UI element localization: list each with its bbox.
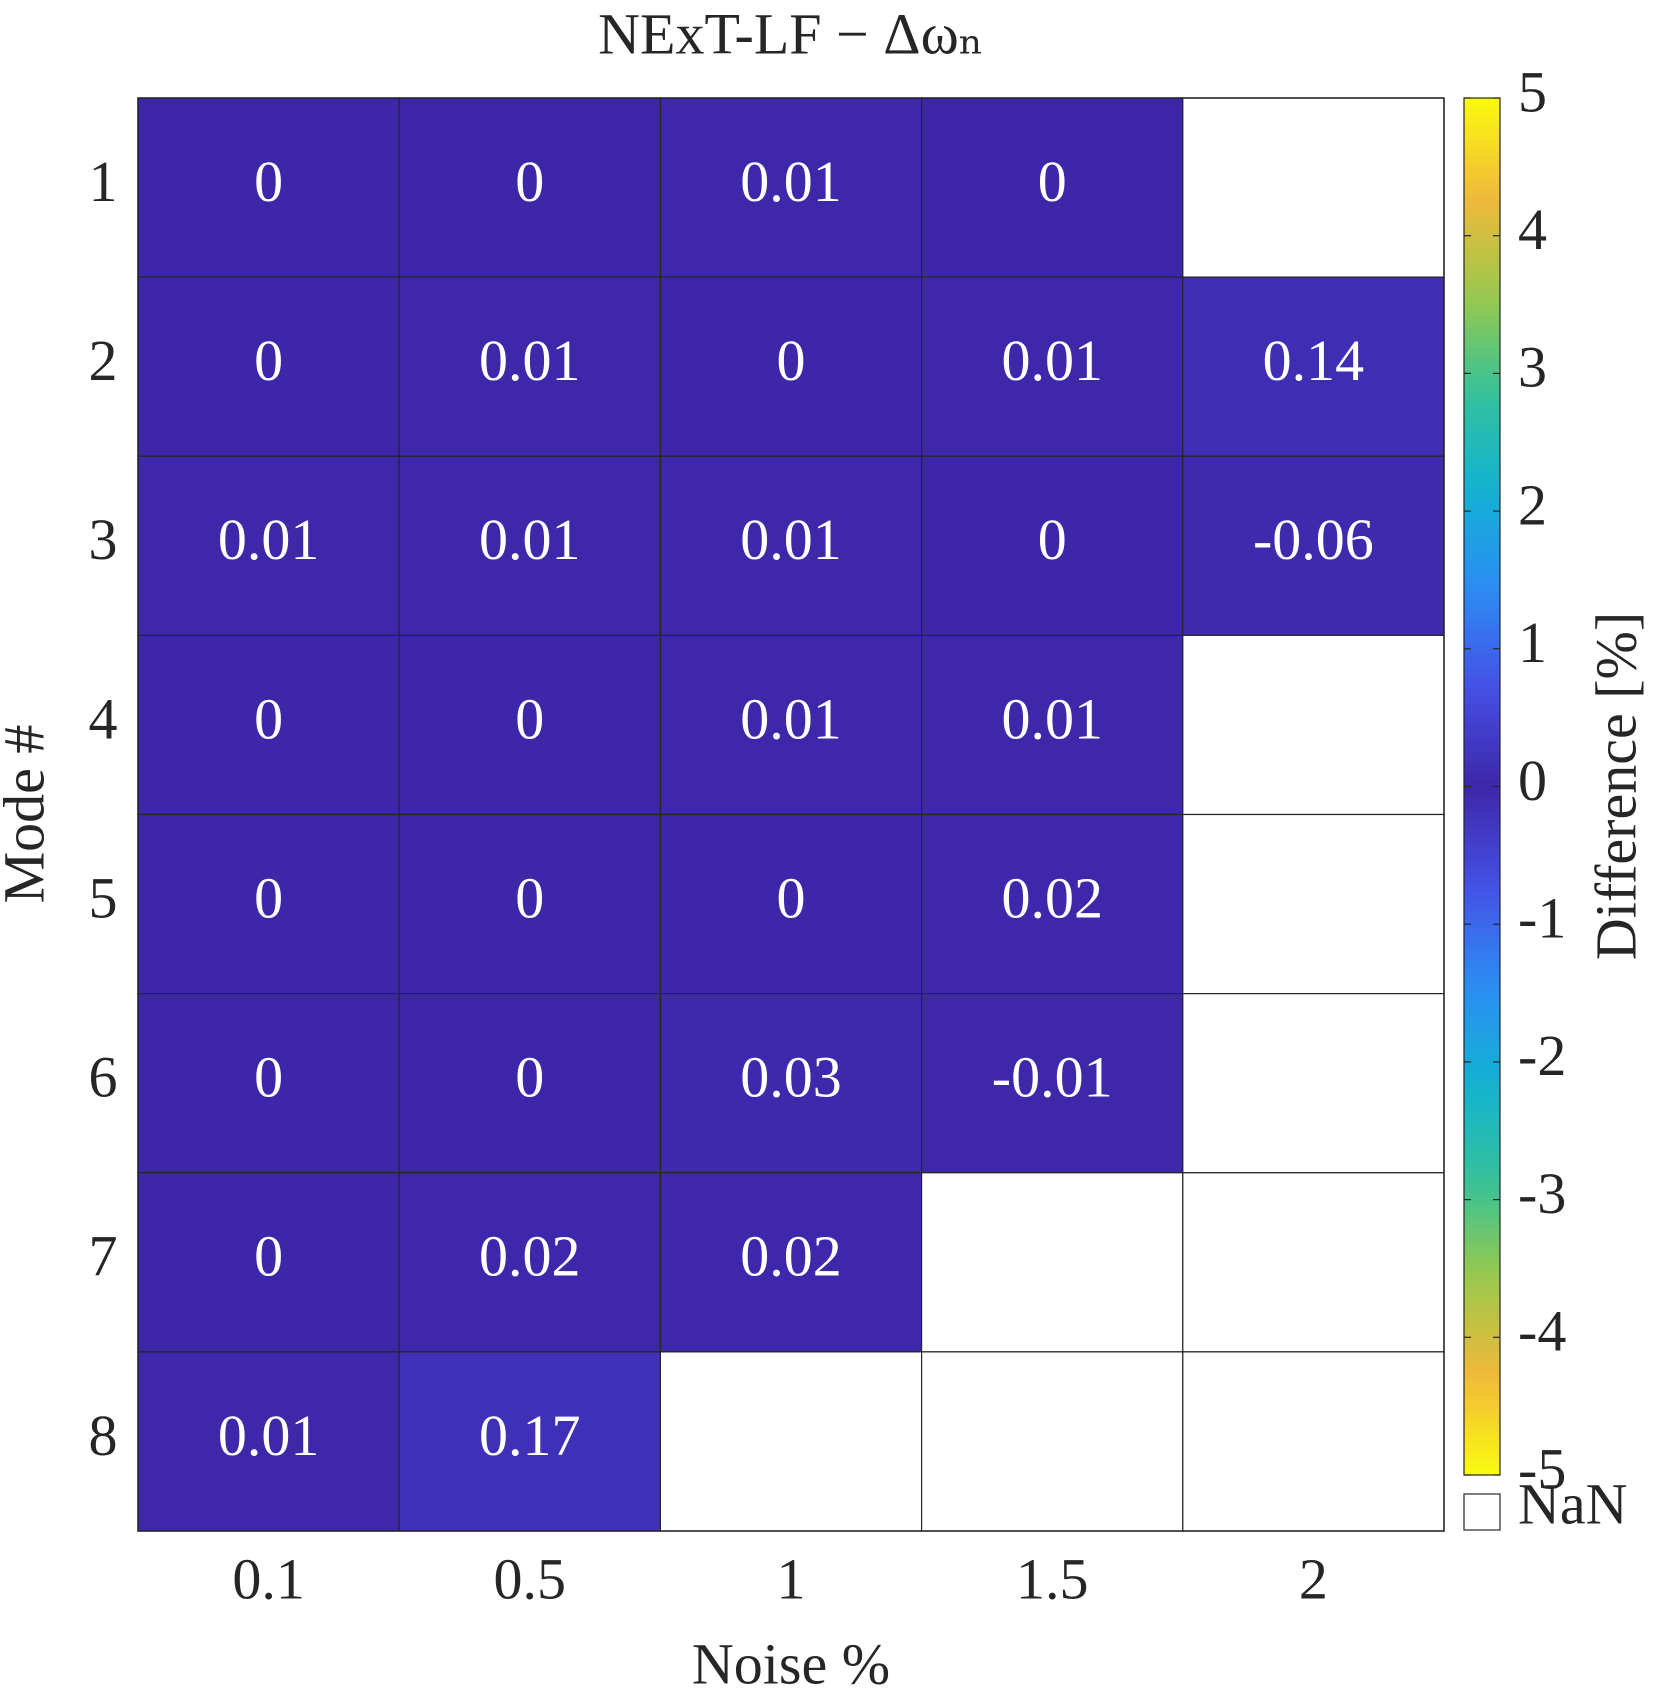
cell-label: 0 <box>777 328 806 393</box>
colorbar-tick-label: -5 <box>1518 1436 1566 1501</box>
cell-label: 0 <box>254 149 283 214</box>
colorbar-tick-label: -3 <box>1518 1161 1566 1226</box>
colorbar-tick-label: 1 <box>1518 610 1547 675</box>
cell-label: 0 <box>254 686 283 751</box>
heatmap-cell <box>137 634 400 816</box>
heatmap-cell <box>398 276 662 457</box>
chart-title: NExT-LF − Δωₙ <box>598 1 984 66</box>
heatmap-cell <box>1182 1351 1445 1532</box>
colorbar-label: Difference [%] <box>1583 612 1648 960</box>
nan-swatch <box>1463 1493 1501 1531</box>
plot-frame <box>137 97 1445 1532</box>
y-tick-label: 6 <box>89 1045 118 1110</box>
colorbar-tick-label: 0 <box>1518 748 1547 813</box>
y-tick-label: 4 <box>89 686 118 751</box>
heatmap-cell <box>137 993 400 1174</box>
heatmap-cell <box>659 455 923 636</box>
heatmap-cell <box>920 813 1184 995</box>
y-tick-label: 3 <box>89 507 118 572</box>
y-tick-label: 2 <box>89 328 118 393</box>
heatmap-cell <box>659 276 923 457</box>
cell-label: 0 <box>254 1224 283 1289</box>
cell-label: -0.01 <box>992 1045 1113 1110</box>
heatmap-cell <box>659 1351 923 1532</box>
x-tick-label: 1.5 <box>1016 1546 1089 1611</box>
heatmap-cell <box>920 455 1184 636</box>
heatmap-cell <box>1182 1172 1445 1353</box>
x-axis-label: Noise % <box>692 1631 890 1696</box>
cell-label: 0 <box>1038 149 1067 214</box>
cell-label: 0 <box>1038 507 1067 572</box>
heatmap-cell <box>137 97 400 278</box>
heatmap-cell <box>920 634 1184 816</box>
x-tick-label: 0.1 <box>232 1546 305 1611</box>
cell-label: 0.01 <box>740 507 842 572</box>
cell-label: 0 <box>254 865 283 930</box>
heatmap-cell <box>659 993 923 1174</box>
y-tick-label: 1 <box>89 149 118 214</box>
heatmap-cell <box>659 1172 923 1353</box>
cell-label: 0.01 <box>479 328 581 393</box>
y-tick-label: 7 <box>89 1224 118 1289</box>
cell-label: 0.01 <box>740 686 842 751</box>
heatmap-cell <box>920 97 1184 278</box>
heatmap-cell <box>1182 455 1445 636</box>
cell-label: 0.14 <box>1263 328 1365 393</box>
cell-label: 0.01 <box>218 1403 320 1468</box>
y-axis-label: Mode # <box>0 725 56 904</box>
colorbar-tick-label: 2 <box>1518 472 1547 537</box>
heatmap-cell <box>137 813 400 995</box>
cell-label: 0 <box>515 1045 544 1110</box>
cell-label: 0.02 <box>740 1224 842 1289</box>
heatmap-cell <box>920 1351 1184 1532</box>
cell-label: 0 <box>515 149 544 214</box>
colorbar-tick-label: 4 <box>1518 197 1547 262</box>
heatmap-cell <box>659 813 923 995</box>
cell-label: 0.17 <box>479 1403 581 1468</box>
cell-label: 0.02 <box>479 1224 581 1289</box>
x-tick-label: 2 <box>1299 1546 1328 1611</box>
cell-label: 0.01 <box>479 507 581 572</box>
heatmap-cell <box>1182 993 1445 1174</box>
x-tick-label: 1 <box>777 1546 806 1611</box>
cell-label: 0 <box>254 328 283 393</box>
cell-label: 0 <box>515 865 544 930</box>
heatmap-cell <box>1182 97 1445 278</box>
nan-label: NaN <box>1518 1471 1628 1536</box>
cell-label: 0 <box>777 865 806 930</box>
heatmap-cell <box>398 1172 662 1353</box>
colorbar-tick-label: -4 <box>1518 1299 1566 1364</box>
heatmap-cell <box>1182 813 1445 995</box>
colorbar-tick-label: -1 <box>1518 886 1566 951</box>
y-tick-label: 8 <box>89 1403 118 1468</box>
cell-label: 0.03 <box>740 1045 842 1110</box>
colorbar-tick-label: 5 <box>1518 59 1547 124</box>
heatmap-cell <box>137 276 400 457</box>
heatmap-cell <box>1182 634 1445 816</box>
heatmap-cell <box>920 993 1184 1174</box>
cell-label: 0.01 <box>1001 328 1103 393</box>
heatmap-cell <box>398 97 662 278</box>
heatmap-cell <box>137 455 400 636</box>
x-tick-label: 0.5 <box>494 1546 567 1611</box>
heatmap-cell <box>398 1351 662 1532</box>
cell-label: 0.02 <box>1001 865 1103 930</box>
heatmap-cell <box>659 634 923 816</box>
y-tick-label: 5 <box>89 865 118 930</box>
cell-label: 0 <box>515 686 544 751</box>
cell-label: 0 <box>254 1045 283 1110</box>
heatmap-cell <box>920 276 1184 457</box>
cell-label: 0.01 <box>218 507 320 572</box>
cell-label: -0.06 <box>1253 507 1374 572</box>
heatmap-cell <box>920 1172 1184 1353</box>
heatmap-cell <box>398 634 662 816</box>
cell-label: 0.01 <box>740 149 842 214</box>
heatmap-cell <box>398 813 662 995</box>
heatmap-cell <box>137 1172 400 1353</box>
cell-label: 0.01 <box>1001 686 1103 751</box>
colorbar-tick-label: 3 <box>1518 335 1547 400</box>
colorbar-tick-label: -2 <box>1518 1023 1566 1088</box>
